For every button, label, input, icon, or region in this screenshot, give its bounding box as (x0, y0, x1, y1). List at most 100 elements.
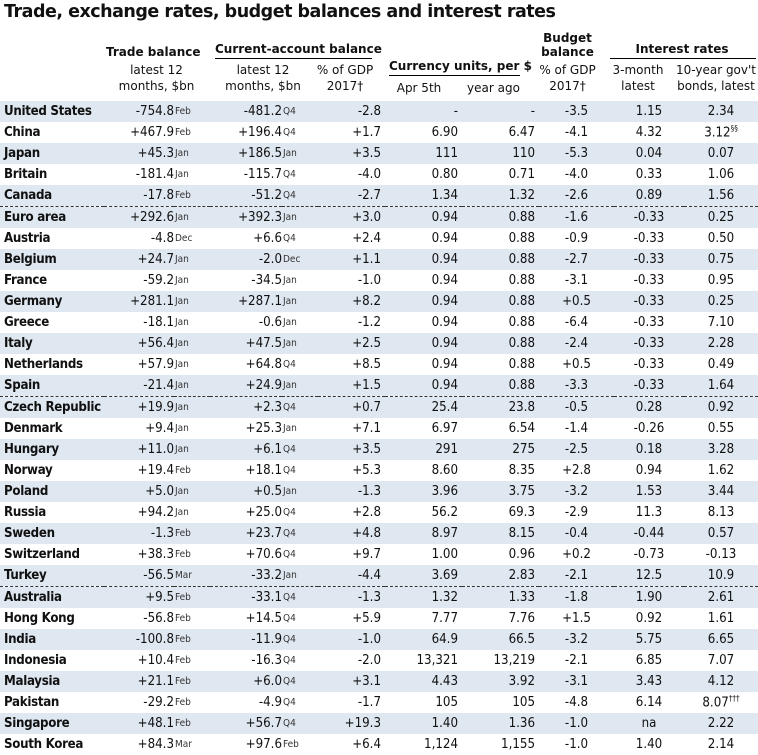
country-name: Euro area (0, 206, 104, 228)
currency-now: 0.94 (385, 333, 462, 354)
header-ir-3m2: latest (621, 79, 655, 93)
current-account: +186.5 (210, 143, 282, 164)
currency-year-ago: 0.96 (508, 547, 535, 562)
currency-now: 0.94 (431, 357, 458, 372)
interest-3m: 0.94 (635, 463, 663, 478)
currency-now: 111 (385, 143, 462, 164)
country-name: Spain (0, 375, 104, 397)
country-name: Greece (4, 315, 49, 330)
currency-now: 1.40 (385, 713, 462, 734)
trade-balance: +56.4 (104, 333, 174, 354)
trade-period: Feb (174, 523, 210, 544)
trade-period: Jan (174, 143, 210, 164)
ca-period: Jan (282, 481, 318, 502)
ca-period: Q4 (283, 465, 296, 476)
current-account: -51.2 (210, 185, 282, 207)
interest-10y: 0.92 (684, 396, 758, 418)
interest-10y: 0.25 (684, 291, 758, 312)
budget-balance: -4.0 (564, 167, 589, 182)
interest-10y: 0.75 (684, 249, 758, 270)
table-row: India -100.8 Feb -11.9 Q4 -1.0 64.9 66.5 -3.2 5.7… (0, 629, 758, 650)
current-account: +23.7 (210, 523, 282, 544)
country-name: Netherlands (4, 357, 83, 372)
trade-balance: +21.1 (104, 671, 174, 692)
interest-3m: -0.33 (614, 375, 684, 397)
trade-balance: +45.3 (104, 143, 174, 164)
budget-balance: -4.8 (564, 695, 589, 710)
current-account: +2.3 (210, 396, 282, 418)
interest-10y: 3.44 (684, 481, 758, 502)
trade-balance: +19.9 (104, 396, 174, 418)
footnote-marker: ††† (728, 694, 740, 704)
table-row: Germany +281.1 Jan +287.1 Jan +8.2 0.94 0.88 +0.… (0, 291, 758, 312)
country-name: Britain (4, 167, 48, 182)
currency-year-ago: 0.88 (508, 357, 535, 372)
trade-balance: -18.1 (143, 315, 174, 330)
interest-10y: 2.61 (684, 586, 758, 608)
interest-10y: 2.28 (684, 333, 758, 354)
current-account: +6.0 (210, 671, 282, 692)
current-account: -11.9 (210, 629, 282, 650)
ca-period: Jan (282, 291, 318, 312)
ca-gdp: +4.8 (318, 523, 385, 544)
currency-year-ago: 1.33 (462, 586, 539, 608)
ca-gdp: -4.0 (357, 167, 381, 182)
budget-balance: +0.5 (539, 291, 614, 312)
interest-10y: 7.10 (707, 315, 735, 330)
trade-balance: +5.0 (104, 481, 174, 502)
current-account: -33.1 (210, 586, 282, 608)
ca-gdp: +9.7 (352, 547, 381, 562)
currency-now: 3.96 (385, 481, 462, 502)
currency-now: 13,321 (416, 653, 458, 668)
trade-balance: -29.2 (143, 695, 174, 710)
trade-balance: -21.4 (104, 375, 174, 397)
currency-now: 0.94 (385, 206, 462, 228)
interest-3m: -0.33 (633, 357, 665, 372)
ca-period: Jan (283, 317, 297, 328)
trade-period: Feb (174, 713, 210, 734)
current-account: +6.1 (210, 439, 282, 460)
ca-gdp: +6.4 (352, 737, 381, 752)
table-row: Hong Kong -56.8 Feb +14.5 Q4 +5.9 7.77 7.76 +1.5… (0, 608, 758, 629)
budget-balance: +2.8 (562, 463, 591, 478)
trade-period: Jan (175, 359, 189, 370)
ca-gdp: -1.2 (357, 315, 381, 330)
interest-3m: 0.28 (614, 396, 684, 418)
trade-period: Jan (175, 507, 189, 518)
ca-period: Jan (282, 206, 318, 228)
interest-10y: 1.06 (707, 167, 735, 182)
trade-period: Jan (174, 439, 210, 460)
header-rule-current-account (215, 58, 372, 59)
country-name: Hungary (0, 439, 104, 460)
interest-10y: 2.22 (684, 713, 758, 734)
budget-balance: -5.3 (539, 143, 614, 164)
ca-period: Q4 (282, 396, 318, 418)
header-trade-balance: Trade balance (106, 45, 201, 59)
interest-3m: -0.26 (633, 421, 665, 436)
current-account: +287.1 (210, 291, 282, 312)
ca-period: Q4 (282, 185, 318, 207)
budget-balance: -2.5 (539, 439, 614, 460)
interest-3m: 3.43 (614, 671, 684, 692)
table-title: Trade, exchange rates, budget balances a… (4, 2, 556, 22)
budget-balance: -3.1 (564, 273, 589, 288)
interest-10y: 2.34 (684, 101, 758, 122)
ca-gdp: +1.7 (352, 125, 381, 140)
country-name: Singapore (0, 713, 104, 734)
budget-balance: -2.9 (564, 505, 589, 520)
currency-year-ago: 13,219 (493, 653, 535, 668)
ca-period: Q4 (282, 671, 318, 692)
header-rule-interest (610, 58, 756, 59)
ca-gdp: -1.3 (318, 586, 385, 608)
trade-period: Feb (175, 613, 191, 624)
interest-10y: 1.62 (707, 463, 735, 478)
ca-gdp: -2.0 (357, 653, 381, 668)
interest-3m: -0.33 (633, 315, 665, 330)
interest-10y: 0.07 (684, 143, 758, 164)
ca-gdp: +8.2 (318, 291, 385, 312)
currency-now: 56.2 (431, 505, 458, 520)
ca-gdp: +0.7 (318, 396, 385, 418)
trade-balance: +38.3 (137, 547, 174, 562)
country-name: South Korea (4, 737, 84, 752)
budget-balance: -6.4 (564, 315, 589, 330)
